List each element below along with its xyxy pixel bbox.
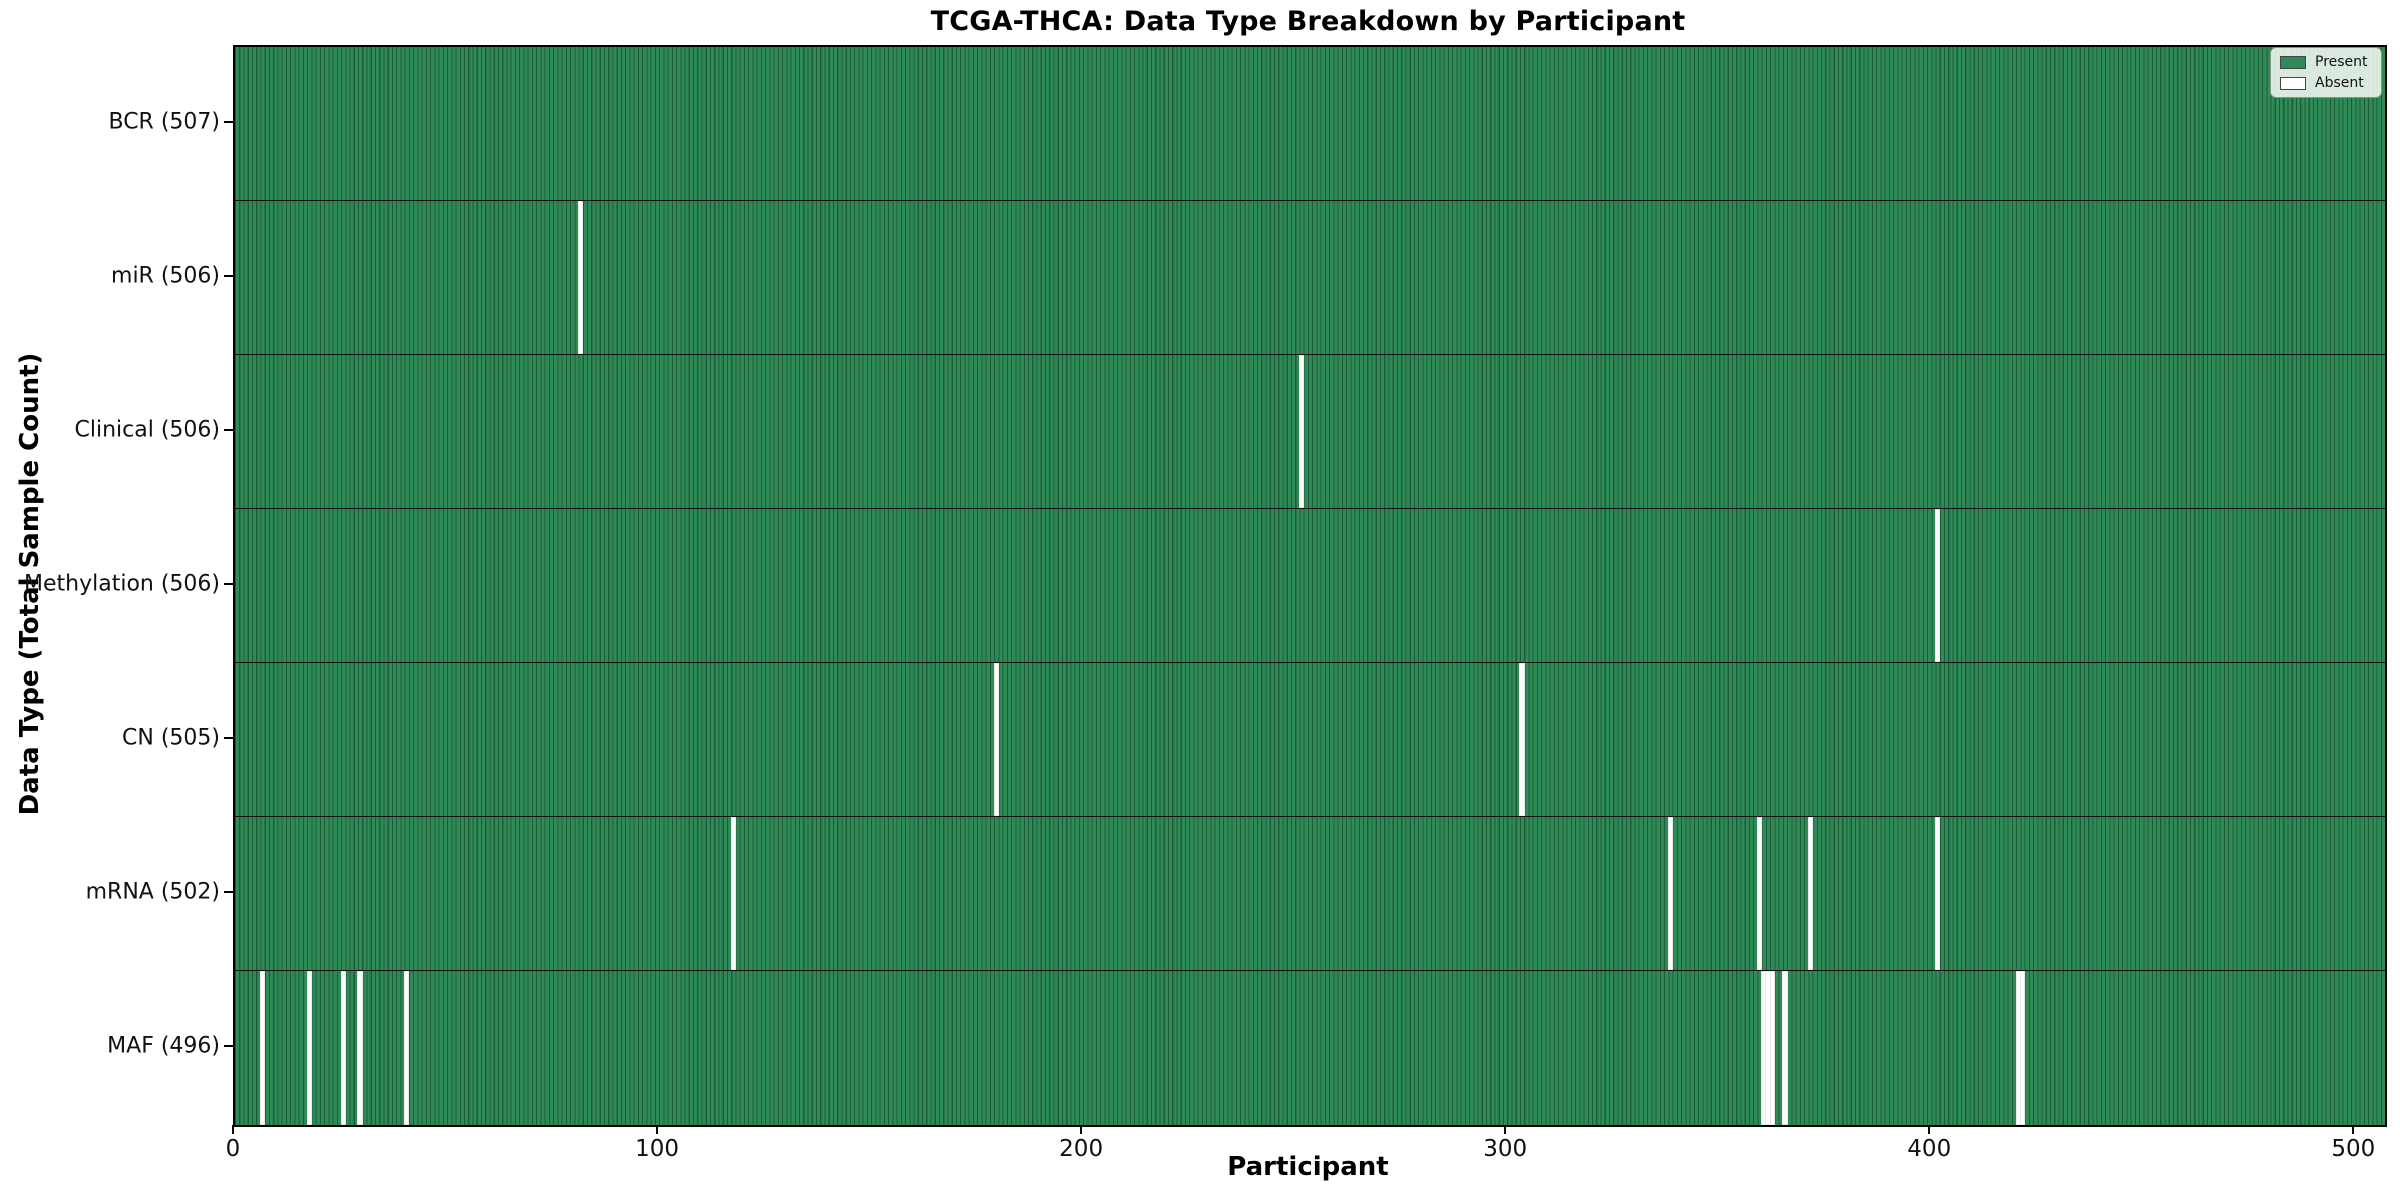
x-tick-mark: [232, 1125, 234, 1134]
legend-item-absent: Absent: [2280, 76, 2372, 90]
absent-stripe: [1756, 817, 1763, 970]
data-row-bcr: [235, 47, 2385, 201]
y-tick-label: BCR (507): [108, 109, 220, 135]
absent-stripe: [1667, 817, 1674, 970]
x-tick-label: 400: [1907, 1136, 1952, 1162]
absent-stripe: [730, 817, 736, 970]
x-axis-label: Participant: [1227, 1152, 1389, 1182]
absent-stripe: [340, 971, 346, 1125]
y-tick-label: Clinical (506): [74, 417, 220, 443]
y-tick-mark: [224, 429, 233, 431]
absent-stripe: [357, 971, 363, 1125]
x-tick-mark: [1080, 1125, 1083, 1134]
data-row-maf: [235, 971, 2385, 1125]
absent-stripe: [1782, 971, 1788, 1125]
y-tick-label: mRNA (502): [85, 879, 220, 905]
chart-title: TCGA-THCA: Data Type Breakdown by Partic…: [930, 6, 1686, 37]
legend-item-present: Present: [2280, 55, 2372, 69]
x-tick-mark: [2352, 1125, 2355, 1134]
absent-stripe: [1298, 355, 1305, 508]
absent-stripe: [259, 971, 266, 1125]
absent-stripe: [1934, 817, 1941, 970]
absent-stripe: [2015, 971, 2021, 1125]
y-tick-mark: [224, 275, 233, 277]
y-tick-label: CN (505): [122, 725, 220, 751]
y-tick-label: MAF (496): [107, 1033, 220, 1059]
x-tick-label: 100: [635, 1136, 680, 1162]
x-tick-mark: [656, 1125, 659, 1134]
x-tick-label: 300: [1483, 1136, 1528, 1162]
absent-stripe: [1807, 817, 1814, 970]
absent-stripe: [1519, 663, 1525, 816]
absent-stripe: [2019, 971, 2026, 1125]
absent-stripe: [1765, 971, 1771, 1125]
plot-area: [233, 45, 2387, 1127]
x-tick-mark: [1504, 1125, 1507, 1134]
absent-stripe: [1934, 509, 1941, 662]
x-tick-mark: [1928, 1125, 1931, 1134]
y-tick-mark: [224, 121, 233, 123]
absent-stripe: [404, 971, 410, 1125]
legend-swatch-present: [2280, 55, 2306, 69]
absent-stripe: [1761, 971, 1767, 1125]
y-tick-mark: [224, 1045, 233, 1047]
absent-stripe: [1769, 971, 1775, 1125]
absent-stripe: [993, 663, 999, 816]
absent-stripe: [577, 201, 584, 354]
x-tick-label: 500: [2331, 1136, 2376, 1162]
absent-stripe: [306, 971, 312, 1125]
y-tick-label: miR (506): [111, 263, 220, 289]
legend-label: Present: [2315, 54, 2368, 70]
y-tick-label: Methylation (506): [24, 571, 220, 597]
data-row-mir: [235, 201, 2385, 355]
legend: Present Absent: [2270, 47, 2382, 98]
legend-swatch-absent: [2280, 76, 2306, 90]
y-tick-mark: [224, 583, 233, 585]
x-tick-label: 0: [225, 1136, 241, 1162]
y-tick-mark: [224, 737, 233, 739]
data-row-mrna: [235, 817, 2385, 971]
data-row-clinical: [235, 355, 2385, 509]
x-tick-label: 200: [1059, 1136, 1104, 1162]
data-row-cn: [235, 663, 2385, 817]
data-row-methylation: [235, 509, 2385, 663]
y-tick-mark: [224, 891, 233, 893]
legend-label: Absent: [2315, 75, 2364, 91]
